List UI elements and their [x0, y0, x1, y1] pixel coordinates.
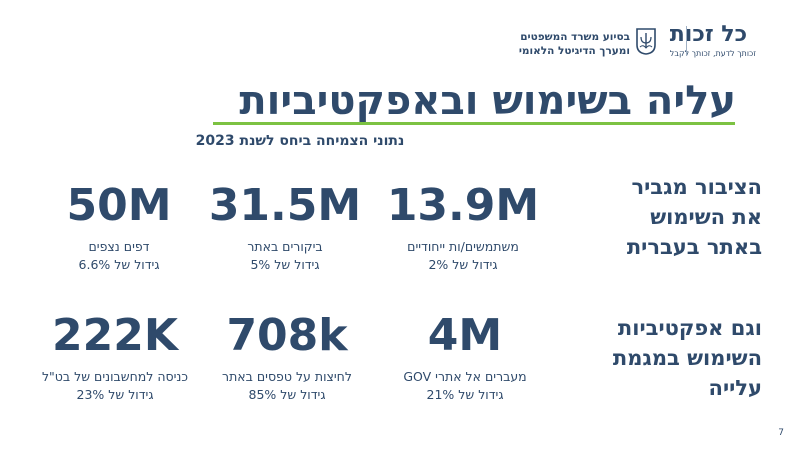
side-label-line: את השימוש	[650, 205, 762, 229]
brand-tagline: זכותך לדעת, זכותך לקבל	[669, 49, 756, 58]
stat-label: מעברים אל אתרי GOV	[403, 369, 527, 384]
side-label-line: עלייה	[708, 376, 762, 400]
title-underline	[213, 122, 735, 125]
state-emblem-icon	[636, 28, 656, 55]
stat-label: משתמשים/ות ייחודיים	[407, 239, 519, 254]
side-label-line: הציבור מגביר	[631, 175, 762, 199]
side-label-line: וגם אפקטיביות	[617, 316, 762, 340]
stat-unique-users: 13.9M משתמשים/ות ייחודיים גידול של 2%	[368, 180, 558, 274]
page-title: עליה בשימוש ובאפקטיביות	[239, 78, 736, 124]
stat-growth: גידול של 23%	[76, 387, 154, 402]
stat-growth: גידול של 85%	[248, 387, 326, 402]
stat-value: 708k	[226, 310, 348, 361]
stat-value: 50M	[66, 180, 172, 231]
stat-gov-referrals: 4M מעברים אל אתרי GOV גידול של 21%	[370, 310, 560, 404]
page-number: 7	[778, 428, 784, 438]
stat-value: 222K	[52, 310, 178, 361]
stat-growth: גידול של 5%	[250, 257, 320, 272]
stat-value: 31.5M	[208, 180, 362, 231]
side-label-line: באתר בעברית	[626, 235, 762, 259]
stat-label: כניסה למחשבונים של בט"ל	[41, 369, 189, 384]
stat-site-visits: 31.5M ביקורים באתר גידול של 5%	[190, 180, 380, 274]
brand-name: כל זכות	[669, 22, 748, 47]
stat-growth: גידול של 21%	[426, 387, 504, 402]
stat-calculator-entries: 222K כניסה למחשבונים של בט"ל גידול של 23…	[20, 310, 210, 404]
stat-label: לחיצות על טפסים באתר	[222, 369, 352, 384]
header-divider	[686, 26, 687, 56]
stat-value: 13.9M	[386, 180, 540, 231]
brand-logo: כל זכות זכותך לדעת, זכותך לקבל	[669, 22, 756, 59]
stat-label: דפים נצפים	[88, 239, 150, 254]
side-label-usage: הציבור מגביר את השימוש באתר בעברית	[627, 172, 762, 262]
page-subtitle: נתוני הצמיחה ביחס לשנת 2023	[195, 133, 405, 149]
stat-page-views: 50M דפים נצפים גידול של 6.6%	[24, 180, 214, 274]
ministry-credit: בסיוע משרד המשפטים ומערך הדיגיטל הלאומי	[519, 30, 630, 58]
ministry-line-1: בסיוע משרד המשפטים	[520, 31, 630, 43]
stat-form-clicks: 708k לחיצות על טפסים באתר גידול של 85%	[192, 310, 382, 404]
ministry-line-2: ומערך הדיגיטל הלאומי	[518, 45, 630, 57]
stat-growth: גידול של 6.6%	[78, 257, 160, 272]
stat-value: 4M	[427, 310, 503, 361]
stat-label: ביקורים באתר	[247, 239, 323, 254]
side-label-line: השימוש במגמת	[612, 346, 762, 370]
stat-growth: גידול של 2%	[428, 257, 498, 272]
side-label-effectiveness: וגם אפקטיביות השימוש במגמת עלייה	[613, 313, 762, 403]
